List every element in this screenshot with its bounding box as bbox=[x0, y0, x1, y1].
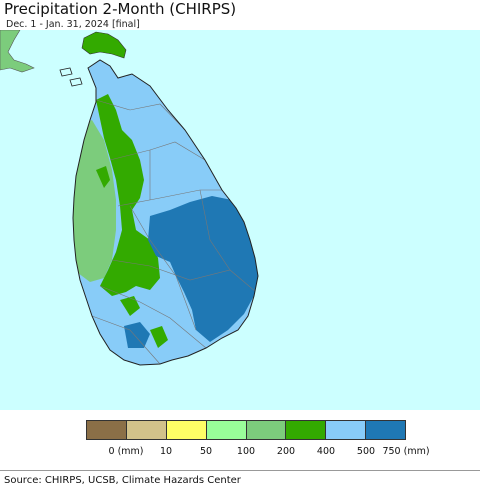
legend-tick-label: 50 bbox=[199, 446, 213, 457]
island-rainfall-zones bbox=[73, 60, 258, 365]
precipitation-map bbox=[0, 30, 480, 410]
legend-tick-label: 200 bbox=[276, 446, 296, 457]
zone-400-500 bbox=[96, 94, 160, 296]
district-borders bbox=[91, 99, 257, 365]
legend-colorbar bbox=[86, 420, 406, 440]
island-outline bbox=[72, 59, 259, 366]
legend-swatch-7 bbox=[366, 421, 405, 439]
legend-swatch-3 bbox=[206, 421, 247, 439]
legend-swatch-4 bbox=[246, 421, 287, 439]
source-credit: Source: CHIRPS, UCSB, Climate Hazards Ce… bbox=[4, 475, 241, 486]
legend-swatch-0 bbox=[87, 421, 127, 439]
legend-tick-label: 0 (mm) bbox=[108, 446, 144, 457]
legend-tick-label: 750 (mm) bbox=[382, 446, 430, 457]
legend-swatch-2 bbox=[166, 421, 207, 439]
footer-divider bbox=[0, 470, 480, 471]
map-subtitle: Dec. 1 - Jan. 31, 2024 [final] bbox=[6, 19, 140, 30]
zone-400-500-patch-south bbox=[120, 296, 140, 316]
zone-400-500-patch-south2 bbox=[150, 326, 168, 348]
legend-tick-label: 10 bbox=[159, 446, 173, 457]
legend-swatch-5 bbox=[286, 421, 327, 439]
legend-tick-label: 400 bbox=[316, 446, 336, 457]
zone-200-400 bbox=[73, 120, 116, 282]
small-island bbox=[69, 77, 83, 87]
map-title: Precipitation 2-Month (CHIRPS) bbox=[4, 0, 237, 18]
legend-tick-label: 500 bbox=[356, 446, 376, 457]
legend-tick-label: 100 bbox=[236, 446, 256, 457]
jaffna-peninsula bbox=[81, 31, 127, 59]
india-landmass bbox=[0, 30, 35, 73]
zone-750-plus bbox=[148, 196, 258, 342]
legend-swatch-1 bbox=[126, 421, 167, 439]
small-island bbox=[59, 67, 73, 77]
zone-400-500-patch bbox=[96, 166, 110, 188]
legend-swatch-6 bbox=[326, 421, 367, 439]
zone-750-plus-south bbox=[124, 322, 150, 348]
sri-lanka-map-svg bbox=[0, 30, 259, 366]
legend-ticks: 0 (mm) 10 50 100 200 400 500 750 (mm) bbox=[0, 446, 480, 460]
